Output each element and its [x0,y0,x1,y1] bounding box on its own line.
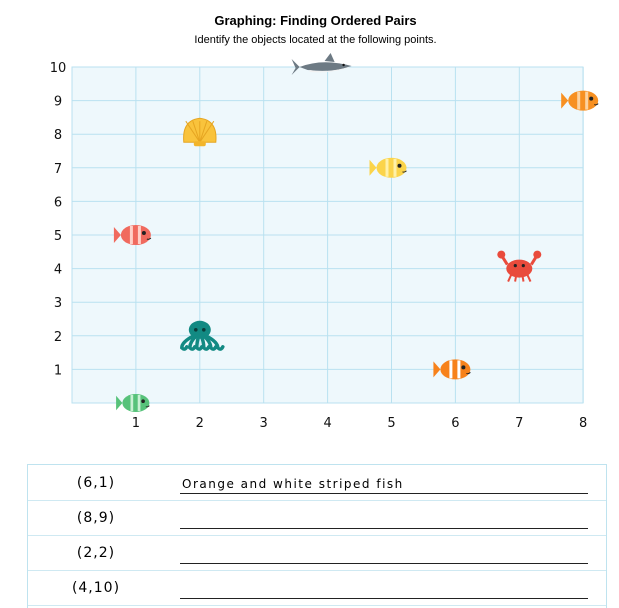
answer-line[interactable] [180,528,588,529]
yellow-fish-icon [369,157,407,178]
ordered-pair-label: (2,2) [76,545,116,561]
ordered-pair-label: (6,1) [76,475,116,491]
y-tick-label: 7 [54,162,62,177]
y-tick-label: 3 [54,296,62,311]
answer-row: (2,2) [28,535,606,571]
shark-icon [291,53,352,75]
y-tick-label: 9 [54,95,62,110]
orange-fish-icon [561,90,599,111]
answer-row: (4,10) [28,570,606,606]
y-tick-label: 4 [54,263,62,278]
page-title: Graphing: Finding Ordered Pairs [214,13,417,28]
answer-row: (6,1) Orange and white striped fish [28,465,606,501]
x-tick-label: 3 [260,416,268,431]
clownfish-icon [433,359,471,380]
answer-line[interactable] [180,563,588,564]
crab-icon [497,250,542,283]
answer-line[interactable] [180,598,588,599]
coordinate-graph: 1 2 3 4 5 6 7 8 1 2 3 4 5 6 7 8 9 10 [50,53,599,431]
y-tick-label: 6 [54,195,62,210]
x-tick-label: 8 [579,416,587,431]
x-tick-label: 6 [451,416,459,431]
x-tick-label: 2 [196,416,204,431]
y-tick-label: 10 [50,61,67,76]
answer-text: Orange and white striped fish [182,477,404,491]
x-tick-label: 4 [323,416,331,431]
x-tick-label: 1 [132,416,140,431]
octopus-icon [180,320,225,351]
y-tick-label: 2 [54,330,62,345]
page-subtitle: Identify the objects located at the foll… [194,34,437,46]
answer-line[interactable] [180,493,588,494]
x-tick-label: 7 [515,416,523,431]
red-fish-icon [113,225,152,245]
y-tick-label: 5 [54,229,62,244]
ordered-pair-label: (8,9) [76,510,116,526]
green-fish-icon [116,394,150,412]
answer-table: (6,1) Orange and white striped fish (8,9… [27,464,607,608]
ordered-pair-label: (4,10) [71,580,121,596]
y-tick-label: 8 [54,128,62,143]
seashell-icon [183,117,217,147]
answer-row: (8,9) [28,500,606,536]
y-tick-label: 1 [54,363,62,378]
x-tick-label: 5 [387,416,395,431]
